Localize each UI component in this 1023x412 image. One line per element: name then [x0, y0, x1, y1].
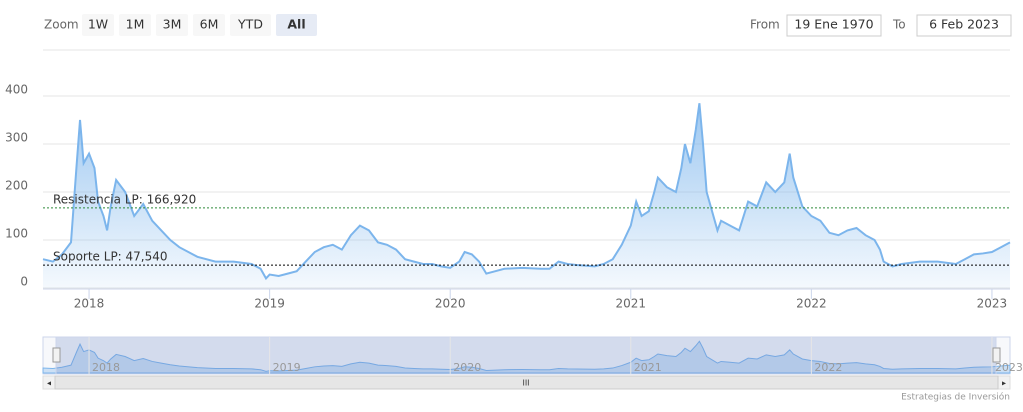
zoom-button[interactable] — [119, 14, 151, 36]
x-tick-label: 2020 — [435, 297, 466, 311]
scroll-right[interactable]: ▸ — [1002, 379, 1006, 388]
to-label: To — [892, 18, 906, 32]
navigator-tick-label: 2023 — [995, 361, 1023, 374]
zoom-button[interactable] — [156, 14, 188, 36]
plot-line-label: Resistencia LP: 166,920 — [53, 192, 196, 206]
navigator-handle-right[interactable] — [992, 347, 1001, 363]
plot-line-label: Soporte LP: 47,540 — [53, 250, 168, 264]
zoom-button-label[interactable]: 6M — [200, 17, 219, 32]
credits: Estrategias de Inversión — [901, 392, 1010, 403]
from-label: From — [750, 18, 780, 32]
navigator-tick-label: 2020 — [453, 361, 481, 374]
navigator-tick-label: 2019 — [273, 361, 301, 374]
y-tick-label: 300 — [5, 131, 28, 145]
navigator-area — [42, 340, 1011, 374]
scrollbar-grip: III — [522, 379, 529, 388]
zoom-label: Zoom — [44, 18, 79, 32]
y-tick-label: 100 — [5, 227, 28, 241]
zoom-button-label[interactable]: YTD — [237, 17, 263, 32]
navigator-mask[interactable] — [55, 336, 997, 375]
zoom-button[interactable] — [276, 14, 317, 36]
zoom-button-label[interactable]: 3M — [163, 17, 182, 32]
area — [43, 103, 1010, 288]
x-tick-label: 2018 — [74, 297, 105, 311]
zoom-button-label[interactable]: 1M — [126, 17, 145, 32]
line — [42, 103, 1011, 281]
zoom-button-label[interactable]: All — [287, 17, 305, 32]
y-tick-label: 0 — [20, 275, 28, 289]
x-tick-label: 2021 — [616, 297, 647, 311]
x-tick-label: 2019 — [254, 297, 285, 311]
zoom-button[interactable] — [82, 14, 114, 36]
x-tick-label: 2022 — [796, 297, 827, 311]
navigator-tick-label: 2022 — [814, 361, 842, 374]
zoom-button[interactable] — [230, 14, 271, 36]
to-input[interactable] — [916, 14, 1012, 37]
from-input[interactable] — [786, 14, 882, 37]
to-value[interactable]: 6 Feb 2023 — [929, 17, 999, 32]
scroll-left[interactable]: ◂ — [47, 379, 51, 388]
navigator-tick-label: 2018 — [92, 361, 120, 374]
y-tick-label: 400 — [5, 83, 28, 97]
navigator-tick-label: 2021 — [634, 361, 662, 374]
zoom-button[interactable] — [193, 14, 225, 36]
zoom-button-label[interactable]: 1W — [88, 17, 108, 32]
from-value[interactable]: 19 Ene 1970 — [794, 17, 873, 32]
x-tick-label: 2023 — [977, 297, 1008, 311]
y-tick-label: 200 — [5, 179, 28, 193]
navigator-handle-left[interactable] — [52, 347, 61, 363]
scrollbar-thumb[interactable] — [54, 375, 999, 390]
